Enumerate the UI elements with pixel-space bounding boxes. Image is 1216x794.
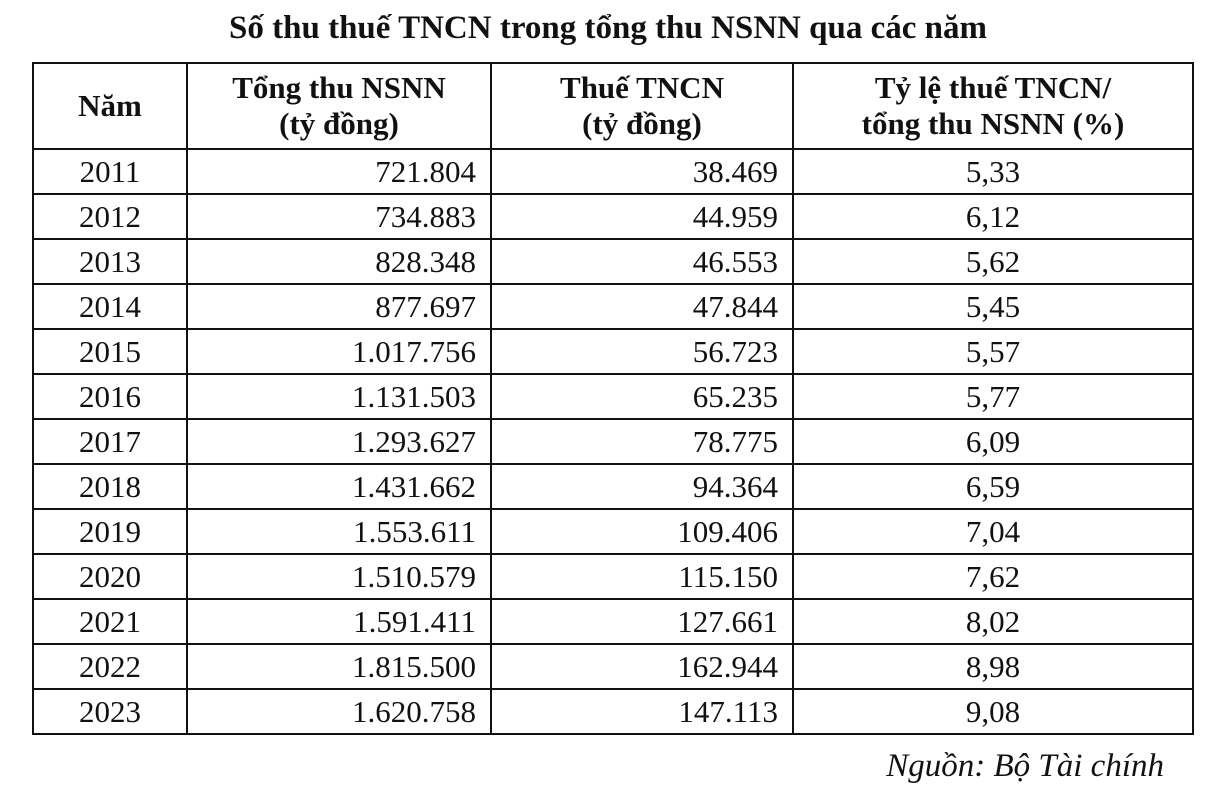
cell-ratio: 5,77 [792,373,1194,420]
cell-year: 2016 [32,373,188,420]
table-row: 2013 828.348 46.553 5,62 [32,238,1194,285]
cell-ratio: 5,57 [792,328,1194,375]
cell-year: 2018 [32,463,188,510]
cell-year: 2013 [32,238,188,285]
cell-year: 2015 [32,328,188,375]
header-total-revenue: Tổng thu NSNN (tỷ đồng) [186,62,492,150]
cell-ratio: 9,08 [792,688,1194,735]
cell-total-revenue: 877.697 [186,283,492,330]
cell-year: 2020 [32,553,188,600]
cell-year: 2023 [32,688,188,735]
table-row: 2018 1.431.662 94.364 6,59 [32,463,1194,510]
header-row: Năm Tổng thu NSNN (tỷ đồng) Thuế TNCN (tỷ … [32,62,1194,150]
cell-pit: 38.469 [490,148,794,195]
cell-ratio: 5,45 [792,283,1194,330]
cell-total-revenue: 1.131.503 [186,373,492,420]
cell-pit: 147.113 [490,688,794,735]
cell-total-revenue: 1.815.500 [186,643,492,690]
cell-total-revenue: 1.431.662 [186,463,492,510]
cell-year: 2019 [32,508,188,555]
cell-pit: 56.723 [490,328,794,375]
source-note: Nguồn: Bộ Tài chính [886,748,1164,784]
cell-pit: 65.235 [490,373,794,420]
header-pit: Thuế TNCN (tỷ đồng) [490,62,794,150]
cell-pit: 162.944 [490,643,794,690]
cell-pit: 109.406 [490,508,794,555]
cell-pit: 127.661 [490,598,794,645]
cell-ratio: 6,09 [792,418,1194,465]
cell-ratio: 7,62 [792,553,1194,600]
cell-pit: 94.364 [490,463,794,510]
cell-total-revenue: 1.591.411 [186,598,492,645]
cell-total-revenue: 1.293.627 [186,418,492,465]
header-ratio: Tỷ lệ thuế TNCN/tổng thu NSNN (%) [792,62,1194,150]
table-row: 2023 1.620.758 147.113 9,08 [32,688,1194,735]
cell-total-revenue: 1.017.756 [186,328,492,375]
cell-total-revenue: 721.804 [186,148,492,195]
table-title: Số thu thuế TNCN trong tổng thu NSNN qua… [229,10,987,46]
table-row: 2021 1.591.411 127.661 8,02 [32,598,1194,645]
table-row: 2020 1.510.579 115.150 7,62 [32,553,1194,600]
cell-year: 2017 [32,418,188,465]
cell-total-revenue: 1.620.758 [186,688,492,735]
cell-pit: 115.150 [490,553,794,600]
cell-ratio: 5,33 [792,148,1194,195]
cell-pit: 44.959 [490,193,794,240]
cell-ratio: 5,62 [792,238,1194,285]
table-row: 2011 721.804 38.469 5,33 [32,148,1194,195]
cell-year: 2011 [32,148,188,195]
cell-pit: 47.844 [490,283,794,330]
cell-ratio: 8,02 [792,598,1194,645]
cell-total-revenue: 734.883 [186,193,492,240]
table-row: 2014 877.697 47.844 5,45 [32,283,1194,330]
cell-ratio: 7,04 [792,508,1194,555]
cell-year: 2014 [32,283,188,330]
table-row: 2015 1.017.756 56.723 5,57 [32,328,1194,375]
cell-pit: 78.775 [490,418,794,465]
cell-year: 2021 [32,598,188,645]
cell-total-revenue: 1.553.611 [186,508,492,555]
header-year: Năm [32,62,188,150]
tax-revenue-table: Năm Tổng thu NSNN (tỷ đồng) Thuế TNCN (tỷ … [32,62,1194,735]
cell-year: 2012 [32,193,188,240]
cell-total-revenue: 1.510.579 [186,553,492,600]
cell-year: 2022 [32,643,188,690]
cell-ratio: 6,59 [792,463,1194,510]
cell-total-revenue: 828.348 [186,238,492,285]
cell-pit: 46.553 [490,238,794,285]
table-row: 2022 1.815.500 162.944 8,98 [32,643,1194,690]
table-row: 2016 1.131.503 65.235 5,77 [32,373,1194,420]
table-row: 2019 1.553.611 109.406 7,04 [32,508,1194,555]
table-row: 2017 1.293.627 78.775 6,09 [32,418,1194,465]
table-row: 2012 734.883 44.959 6,12 [32,193,1194,240]
cell-ratio: 8,98 [792,643,1194,690]
cell-ratio: 6,12 [792,193,1194,240]
